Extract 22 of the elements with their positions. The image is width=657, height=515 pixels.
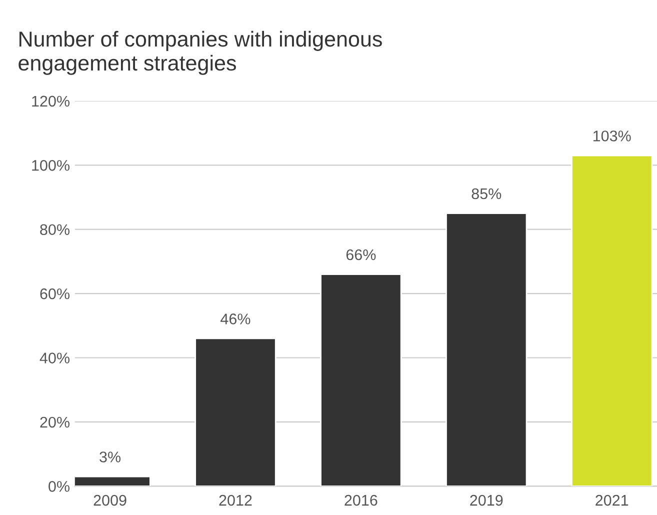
x-tick-label: 2012 xyxy=(219,494,252,506)
chart-title: Number of companies with indigenous engagement strategies xyxy=(18,30,382,75)
bar xyxy=(446,212,528,486)
bar xyxy=(194,338,276,486)
data-label: 3% xyxy=(100,452,121,462)
x-tick-label: 2009 xyxy=(94,494,126,506)
data-label: 103% xyxy=(593,130,631,142)
data-label: 85% xyxy=(472,188,502,200)
y-tick-label: 0% xyxy=(48,481,70,492)
y-tick-label: 20% xyxy=(40,416,70,428)
y-tick-label: 60% xyxy=(40,288,70,300)
y-tick-label: 120% xyxy=(32,96,70,107)
y-tick-label: 40% xyxy=(40,352,70,364)
bar xyxy=(320,274,402,486)
x-tick-label: 2016 xyxy=(344,494,378,506)
x-tick-label: 2019 xyxy=(470,494,503,506)
data-label: 46% xyxy=(220,314,250,324)
y-tick-label: 100% xyxy=(32,160,70,171)
data-label: 66% xyxy=(346,249,376,260)
x-tick-label: 2021 xyxy=(596,494,628,506)
bar xyxy=(570,154,653,486)
y-tick-label: 80% xyxy=(40,224,70,236)
